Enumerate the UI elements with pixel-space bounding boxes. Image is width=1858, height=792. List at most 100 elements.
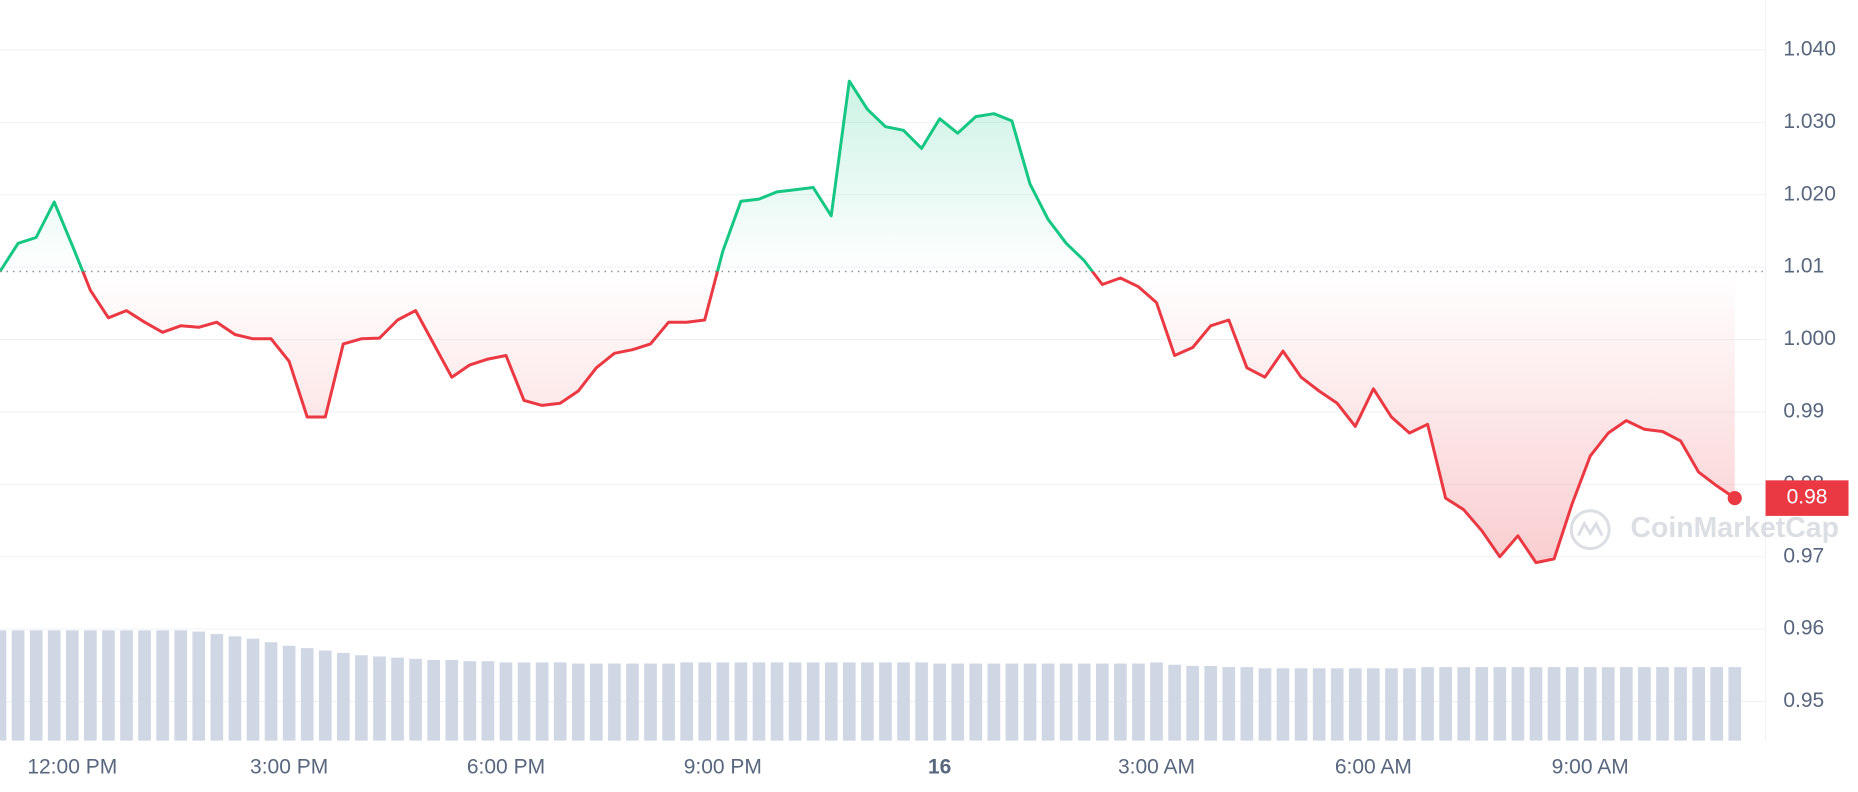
volume-bar [1385, 668, 1398, 741]
volume-bar [1204, 665, 1218, 741]
volume-bar [1132, 663, 1145, 741]
volume-bar [481, 661, 495, 741]
volume-bar [1439, 667, 1452, 741]
current-price-box [1765, 480, 1849, 516]
volume-bar [1114, 663, 1127, 741]
volume-bar [1710, 667, 1724, 741]
volume-bar [1041, 663, 1055, 741]
volume-bar [987, 663, 1001, 741]
volume-bar [391, 657, 404, 741]
volume-bar [644, 663, 657, 741]
volume-bar [1728, 667, 1742, 741]
volume-bar [47, 630, 61, 741]
volume-bar [264, 642, 278, 741]
volume-bar [138, 630, 151, 741]
volume-bar [65, 630, 79, 741]
volume-bar [427, 660, 441, 741]
volume-bar [915, 662, 928, 741]
volume-bar [282, 645, 296, 741]
x-tick-label: 9:00 PM [684, 755, 762, 778]
x-tick-label: 9:00 AM [1552, 755, 1629, 778]
y-tick-label: 1.020 [1783, 182, 1836, 205]
y-tick-label: 1.030 [1783, 110, 1836, 133]
volume-bar [11, 630, 25, 741]
volume-bar [1638, 667, 1651, 741]
volume-bar [1348, 668, 1362, 741]
watermark-logo [1569, 509, 1611, 551]
volume-bar [1059, 663, 1073, 741]
x-tick-label: 6:00 AM [1335, 755, 1412, 778]
volume-bar [698, 662, 712, 741]
watermark-text: CoinMarketCap [1630, 512, 1838, 544]
volume-bar [102, 630, 115, 741]
volume-bar [246, 638, 260, 741]
volume-bar [1692, 667, 1705, 741]
x-tick-label: 16 [928, 755, 951, 778]
volume-bar [662, 663, 675, 741]
volume-bar [553, 662, 567, 741]
volume-bar [1511, 667, 1525, 741]
volume-bar [571, 663, 585, 741]
volume-bar [1077, 663, 1091, 741]
y-tick-label: 0.97 [1783, 544, 1824, 567]
volume-bar [897, 662, 910, 741]
volume-bar [626, 663, 639, 741]
volume-bar [590, 663, 603, 741]
volume-bar [608, 663, 621, 741]
volume-bar [1493, 667, 1507, 741]
volume-bar [680, 662, 694, 741]
volume-bar [463, 661, 477, 741]
volume-bar [933, 663, 946, 741]
x-tick-label: 12:00 PM [27, 755, 117, 778]
volume-bar [373, 656, 386, 741]
volume-bar [734, 662, 748, 741]
volume-bar [156, 630, 169, 741]
volume-bar [1421, 667, 1434, 741]
volume-bar [788, 662, 802, 741]
volume-bar [842, 662, 856, 741]
volume-bar [84, 630, 97, 741]
volume-bar [1258, 668, 1272, 741]
volume-bar [770, 662, 784, 741]
volume-bar [1674, 667, 1687, 741]
volume-bar [517, 662, 531, 741]
volume-bar [1150, 662, 1163, 741]
y-tick-label: 1.040 [1783, 38, 1836, 61]
watermark-logo-mark [1577, 520, 1604, 537]
current-price-label: 0.98 [1787, 486, 1828, 509]
y-tick-label: 1.01 [1783, 255, 1824, 278]
x-tick-label: 3:00 PM [250, 755, 328, 778]
x-tick-label: 6:00 PM [467, 755, 545, 778]
volume-bar [861, 662, 874, 741]
volume-bar [1565, 667, 1579, 741]
volume-bar [29, 630, 43, 741]
volume-bar [120, 630, 133, 741]
y-tick-label: 0.96 [1783, 617, 1824, 640]
volume-bar [318, 650, 332, 741]
volume-bar [300, 648, 314, 741]
volume-bar [1529, 667, 1543, 741]
volume-bar [210, 633, 224, 741]
volume-bar [535, 662, 549, 741]
volume-bar [1005, 663, 1019, 741]
volume-bar [1620, 667, 1633, 741]
volume-bar [1601, 667, 1615, 741]
area [0, 81, 1735, 563]
volume-bar [228, 636, 242, 741]
x-tick-label: 3:00 AM [1118, 755, 1195, 778]
volume-bar [192, 631, 206, 741]
volume-bar [1367, 668, 1380, 741]
volume-bar [716, 662, 730, 741]
volume-bar [1240, 667, 1254, 741]
volume-bar [1547, 667, 1561, 741]
y-tick-label: 0.95 [1783, 689, 1824, 712]
volume-bar [355, 655, 368, 741]
volume-bar [499, 662, 513, 741]
volume-bar [1023, 663, 1037, 741]
volume-bar [1403, 668, 1416, 741]
volume-bar [951, 663, 965, 741]
volume-bar [445, 660, 459, 741]
price-line [0, 79, 1736, 565]
volume-bar [1222, 667, 1236, 741]
